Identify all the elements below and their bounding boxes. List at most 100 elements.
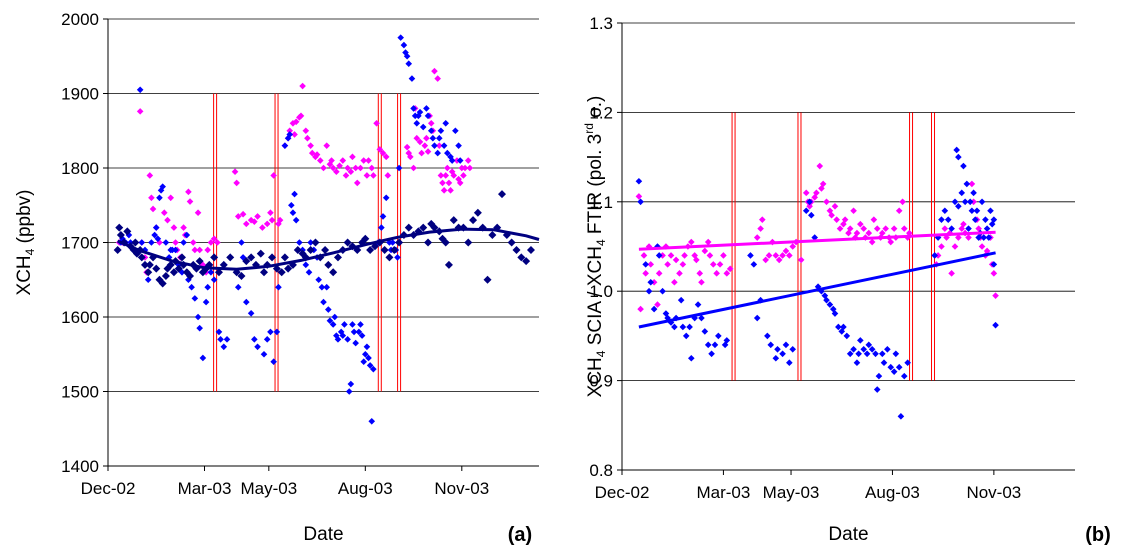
data-point (333, 168, 340, 176)
data-point (149, 205, 157, 213)
data-point (635, 193, 643, 200)
data-point (220, 343, 228, 351)
data-point (701, 328, 709, 335)
data-point (210, 276, 218, 284)
data-point (460, 172, 467, 179)
data-point (361, 234, 370, 243)
data-point (879, 350, 886, 358)
x-axis-title: Date (828, 524, 868, 545)
data-point (887, 363, 895, 371)
data-point (395, 238, 404, 247)
data-point (306, 245, 315, 254)
data-point (156, 194, 163, 202)
data-point (254, 343, 261, 351)
data-point (324, 260, 333, 269)
data-point (297, 112, 305, 120)
data-point (882, 225, 889, 232)
data-point (753, 314, 761, 322)
data-point (823, 198, 830, 206)
data-point (464, 238, 473, 247)
data-point (637, 305, 644, 313)
data-point (833, 216, 840, 223)
data-point (237, 272, 246, 281)
data-point (713, 270, 720, 277)
data-point (280, 253, 289, 262)
series-navy (113, 190, 535, 288)
data-point (210, 253, 219, 262)
data-point (442, 172, 450, 179)
data-point (365, 354, 372, 362)
data-point (365, 157, 372, 164)
data-point (239, 210, 247, 218)
data-point (345, 388, 353, 395)
data-point (337, 328, 345, 336)
data-point (204, 246, 212, 254)
data-point (868, 346, 876, 353)
data-point (195, 257, 204, 266)
data-point (679, 323, 687, 331)
data-point (125, 231, 133, 239)
y-tick-label: 2000 (61, 10, 99, 29)
data-point (987, 207, 994, 215)
data-point (299, 82, 306, 90)
data-point (260, 350, 268, 358)
data-point (829, 305, 837, 313)
data-point (442, 120, 450, 127)
data-point (821, 292, 829, 299)
data-point (148, 239, 155, 246)
data-point (217, 336, 224, 343)
y-axis-title: XCH4 SCIA / XCH4 FTIR (pol. 3rd o.) (582, 96, 608, 398)
data-point (239, 254, 247, 261)
data-point (786, 252, 793, 259)
data-point (363, 343, 371, 351)
data-point (880, 359, 888, 367)
x-tick-label: Nov-03 (434, 479, 489, 498)
data-point (716, 261, 724, 268)
data-point (958, 225, 966, 232)
data-point (983, 247, 991, 255)
y-tick-label: 1900 (61, 85, 99, 104)
x-tick-label: Mar-03 (178, 479, 232, 498)
data-point (334, 336, 342, 343)
data-point (831, 202, 839, 210)
data-point (873, 386, 881, 393)
data-point (897, 413, 905, 420)
y-tick-label: 0.8 (589, 461, 613, 480)
data-point (816, 162, 824, 170)
data-point (811, 234, 818, 241)
data-point (408, 75, 416, 82)
data-point (273, 328, 281, 336)
data-point (831, 310, 839, 317)
data-point (424, 112, 432, 120)
data-point (357, 321, 364, 328)
data-point (427, 120, 435, 127)
data-point (296, 239, 303, 246)
data-point (879, 229, 886, 237)
data-point (231, 168, 239, 176)
y-tick-label: 1.2 (589, 103, 613, 122)
data-point (284, 134, 292, 142)
data-point (136, 108, 144, 115)
data-point (818, 185, 825, 192)
data-point (873, 225, 881, 232)
data-point (757, 296, 764, 304)
data-point (355, 328, 363, 336)
data-point (968, 207, 976, 215)
data-point (242, 257, 251, 266)
data-point (655, 270, 663, 277)
data-point (326, 317, 334, 325)
data-point (806, 198, 813, 206)
data-point (958, 189, 966, 197)
trend-line-blue (638, 251, 996, 329)
data-point (456, 157, 464, 164)
data-point (311, 238, 320, 247)
data-point (293, 245, 302, 254)
data-point (169, 268, 178, 277)
data-point (312, 153, 319, 161)
data-point (214, 239, 221, 246)
data-point (115, 223, 124, 232)
data-point (292, 118, 300, 126)
data-point (968, 180, 976, 188)
data-point (772, 252, 780, 259)
y-tick-label: 1.3 (589, 14, 613, 33)
